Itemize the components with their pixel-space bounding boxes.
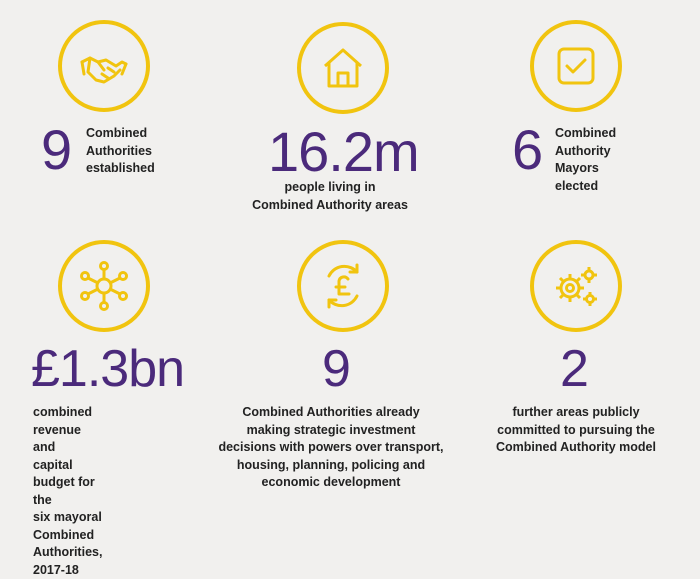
label-line: further areas publicly	[512, 405, 640, 419]
label-line: combined revenue and	[33, 405, 93, 454]
gears-icon	[530, 240, 622, 332]
label-line: Combined Authorities already	[242, 405, 420, 419]
label-line: Combined Authority areas	[252, 197, 408, 212]
label-line: housing, planning, policing and	[236, 457, 426, 472]
label-line: Combined Authority model	[496, 440, 656, 454]
label-line: Combined	[555, 126, 617, 140]
stat-figure: 9	[322, 340, 351, 398]
checkbox-icon	[530, 20, 622, 112]
stat-label: combined revenue and capital budget for …	[33, 404, 102, 579]
label-line: committed to pursuing the	[497, 422, 655, 437]
stat-figure: 9	[41, 118, 72, 181]
pound-cycle-icon	[297, 240, 389, 332]
network-icon	[58, 240, 150, 332]
stat-label: Combined Authorities already making stra…	[200, 404, 462, 492]
label-line: capital budget for the	[33, 457, 95, 507]
label-line: economic development	[261, 475, 401, 489]
label-line: Authorities, 2017-18	[33, 545, 103, 577]
label-line: making strategic investment	[246, 422, 416, 437]
label-line: Combined	[86, 126, 148, 140]
label-line: Authority	[555, 143, 611, 158]
handshake-icon	[58, 20, 150, 112]
label-line: decisions with powers over transport,	[218, 440, 444, 454]
label-line: Mayors elected	[555, 161, 599, 193]
stat-figure: 16.2m	[268, 120, 420, 183]
stat-figure: 2	[560, 340, 589, 398]
stat-figure: £1.3bn	[31, 340, 185, 398]
house-icon	[297, 22, 389, 114]
stat-label: people living in Combined Authority area…	[230, 179, 430, 214]
label-line: established	[86, 161, 155, 175]
stat-label: Combined Authorities established	[86, 125, 155, 178]
label-line: six mayoral Combined	[33, 510, 102, 542]
stat-figure: 6	[512, 118, 543, 181]
label-line: people living in	[284, 180, 376, 194]
label-line: Authorities	[86, 143, 152, 158]
stat-label: further areas publicly committed to purs…	[476, 404, 676, 457]
stat-label: Combined Authority Mayors elected	[555, 125, 616, 195]
